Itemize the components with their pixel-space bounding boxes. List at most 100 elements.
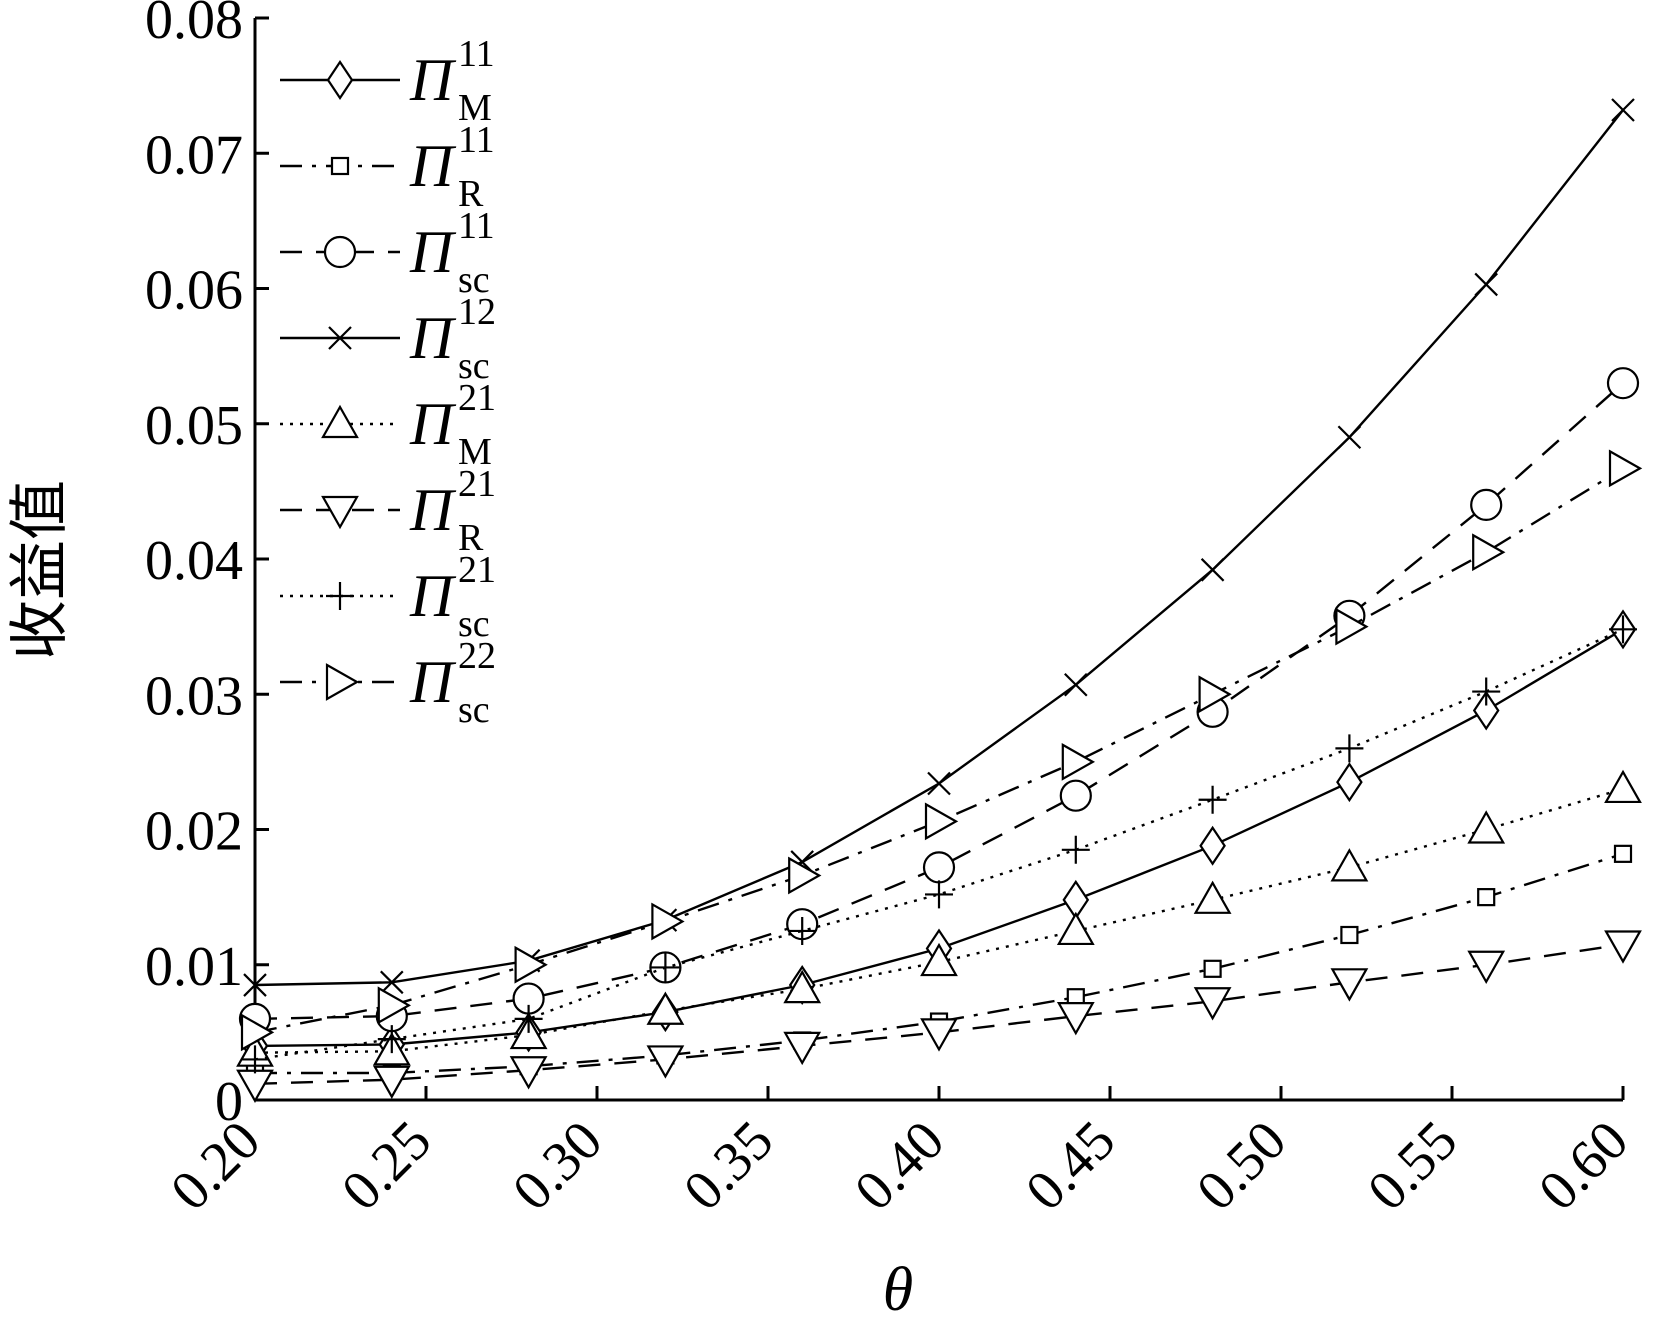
x-tick-label: 0.40 xyxy=(843,1109,956,1222)
data-point xyxy=(1335,734,1364,763)
data-point xyxy=(1467,810,1506,844)
data-point xyxy=(1203,959,1222,978)
x-tick-label: 0.35 xyxy=(672,1109,785,1222)
legend-label: Π xyxy=(409,47,457,113)
legend-entry-7: Π 21 sc xyxy=(280,549,496,645)
data-point xyxy=(377,1025,406,1054)
data-point xyxy=(236,1069,274,1104)
data-point xyxy=(1467,950,1506,984)
y-tick-label: 0.07 xyxy=(145,124,243,186)
data-point xyxy=(651,902,685,941)
series-8 xyxy=(240,449,1643,1052)
x-axis-label: θ xyxy=(883,1256,913,1324)
x-tick-label: 0.30 xyxy=(501,1109,614,1222)
data-point xyxy=(788,856,822,895)
data-point xyxy=(788,916,817,945)
legend-label-sup: 21 xyxy=(458,549,496,591)
y-tick-label: 0.01 xyxy=(145,936,243,998)
y-tick-label: 0.06 xyxy=(145,260,243,322)
legend-label-sub: R xyxy=(458,517,484,559)
data-point xyxy=(1199,825,1226,866)
data-point xyxy=(1472,533,1506,572)
data-point xyxy=(509,1015,548,1050)
legend-entry-1: Π 11 M xyxy=(280,33,495,129)
y-tick-label: 0.03 xyxy=(145,665,243,727)
data-point xyxy=(380,970,404,995)
series-4 xyxy=(243,98,1635,997)
legend-label: Π xyxy=(409,219,457,285)
data-point xyxy=(1330,848,1369,882)
legend-label: Π xyxy=(409,563,457,629)
series-5 xyxy=(236,769,1642,1067)
legend-marker xyxy=(321,404,359,439)
legend-label-sub: M xyxy=(458,87,492,129)
data-point xyxy=(243,973,267,997)
legend-label-sub: sc xyxy=(458,259,490,301)
data-point xyxy=(920,1018,958,1052)
data-point xyxy=(1609,615,1637,644)
legend-label-sub: M xyxy=(458,431,492,473)
legend-entry-3: Π 11 sc xyxy=(280,205,495,301)
data-point xyxy=(922,851,956,884)
data-point xyxy=(1193,987,1232,1021)
data-point xyxy=(646,1045,685,1079)
data-point xyxy=(1335,607,1369,646)
data-point xyxy=(1061,835,1090,864)
data-point xyxy=(1340,925,1359,945)
x-tick-label: 0.20 xyxy=(159,1109,272,1222)
y-tick-label: 0.05 xyxy=(145,395,243,457)
legend-entry-4: Π 12 sc xyxy=(280,291,496,387)
legend-label: Π xyxy=(409,649,457,715)
legend-marker xyxy=(326,582,354,610)
series-line xyxy=(254,382,1624,1021)
data-point xyxy=(509,1056,548,1090)
y-axis-label: 收益值 xyxy=(7,480,73,660)
legend-label-sup: 22 xyxy=(458,635,496,677)
legend-label-sup: 21 xyxy=(458,377,496,419)
data-point xyxy=(1604,769,1642,804)
legend-label-sub: sc xyxy=(458,345,490,387)
data-point xyxy=(1470,488,1503,521)
data-point xyxy=(1193,880,1232,914)
x-tick-label: 0.50 xyxy=(1185,1109,1298,1222)
y-tick-label: 0.02 xyxy=(145,801,243,863)
legend-label-sub: sc xyxy=(458,603,490,645)
x-tick-label: 0.55 xyxy=(1356,1109,1469,1222)
data-point xyxy=(1056,1002,1095,1036)
y-tick-label: 0 xyxy=(215,1071,243,1133)
legend-label: Π xyxy=(409,305,457,371)
legend-marker xyxy=(328,326,352,350)
data-point xyxy=(514,1004,543,1033)
legend-marker xyxy=(325,663,360,701)
legend-label-sup: 11 xyxy=(458,205,495,247)
data-point xyxy=(1064,673,1088,697)
legend-label-sub: R xyxy=(458,173,484,215)
series-line xyxy=(255,852,1624,1075)
series-6 xyxy=(236,930,1642,1104)
data-point xyxy=(783,969,822,1004)
x-tick-label: 0.45 xyxy=(1014,1109,1127,1222)
data-point xyxy=(1330,968,1369,1002)
data-point xyxy=(377,986,412,1025)
series-7 xyxy=(241,615,1637,1074)
data-point xyxy=(924,802,959,841)
data-point xyxy=(1198,785,1227,814)
series-layer xyxy=(236,98,1643,1104)
data-point xyxy=(514,945,548,984)
x-tick-label: 0.25 xyxy=(330,1109,443,1222)
x-tick-label: 0.60 xyxy=(1527,1109,1640,1222)
data-point xyxy=(1198,675,1232,714)
data-point xyxy=(1604,930,1642,964)
data-point xyxy=(927,771,951,796)
data-point xyxy=(651,953,680,982)
data-point xyxy=(1056,911,1095,946)
legend-label-sup: 11 xyxy=(458,119,495,161)
data-point xyxy=(783,1031,822,1066)
series-line xyxy=(254,628,1624,1061)
data-point xyxy=(1336,762,1363,803)
legend-entry-2: Π 11 R xyxy=(280,119,495,215)
data-point xyxy=(1606,367,1640,400)
legend-label-sup: 11 xyxy=(458,33,495,75)
